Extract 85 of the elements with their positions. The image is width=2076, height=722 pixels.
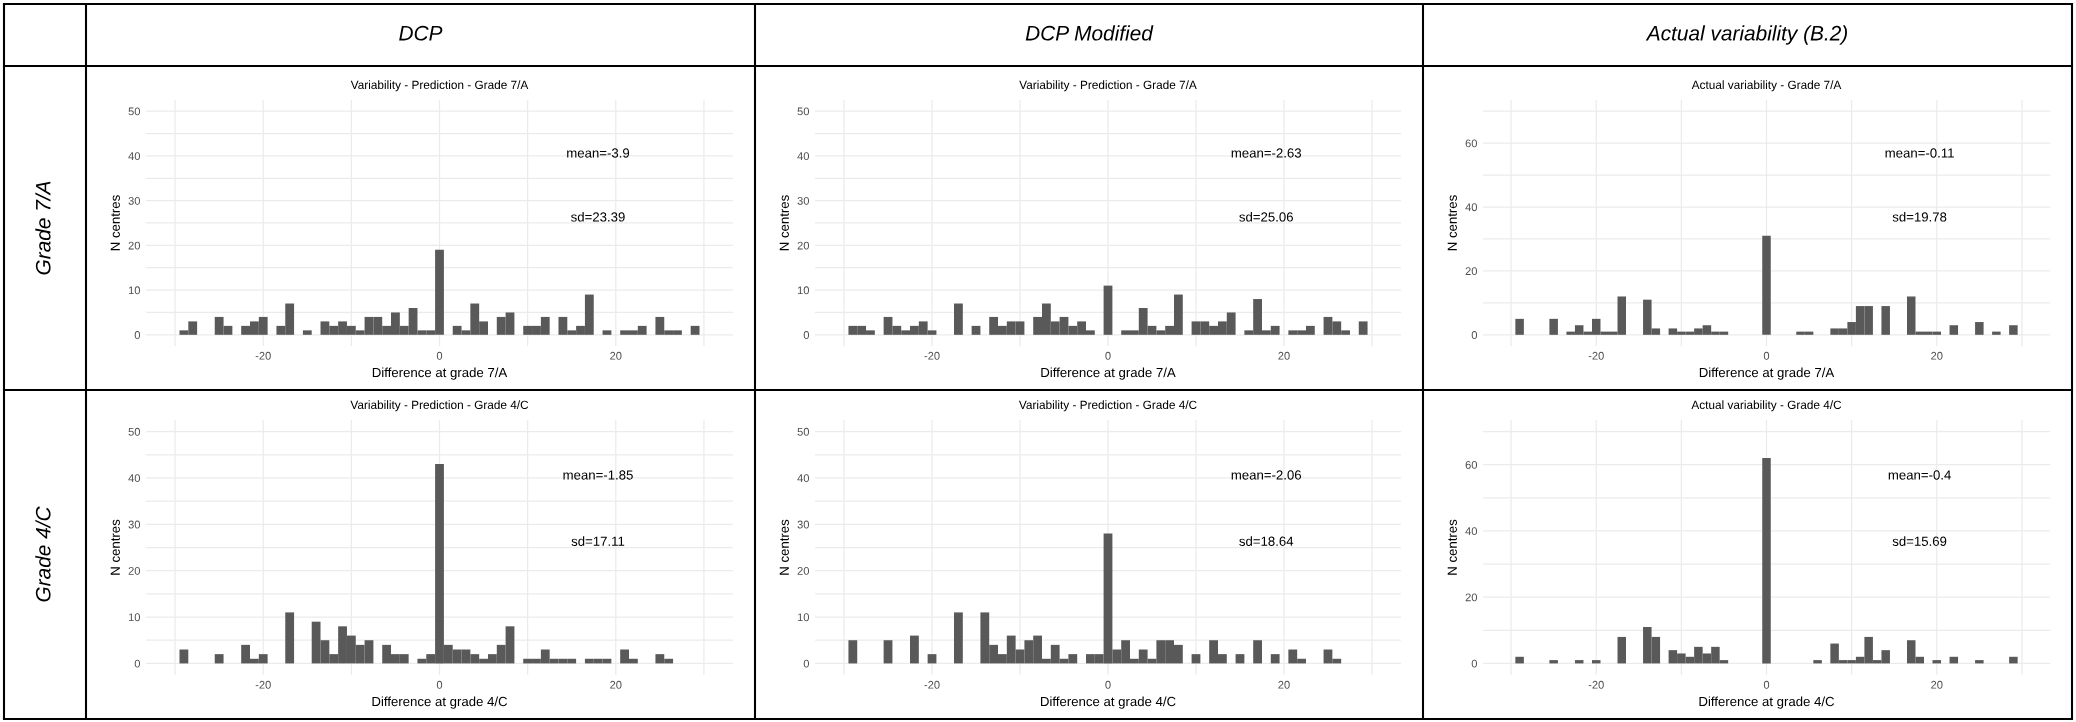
y-tick-label: 50 xyxy=(128,427,141,436)
annotation: mean=-0.4 xyxy=(1888,470,1951,480)
x-tick-label: 20 xyxy=(610,351,622,360)
x-tick-label: 0 xyxy=(436,680,443,689)
y-tick-label: 10 xyxy=(128,613,141,622)
x-axis-title: Difference at grade 7/A xyxy=(372,367,508,380)
x-tick-label: 20 xyxy=(1931,351,1943,360)
y-tick-label: 30 xyxy=(797,196,810,205)
annotation: mean=-2.06 xyxy=(1231,470,1302,480)
annotation: sd=23.39 xyxy=(571,211,625,222)
x-tick-label: 0 xyxy=(1105,680,1111,689)
y-tick-label: 10 xyxy=(797,286,810,295)
x-tick-label: 20 xyxy=(1931,680,1943,689)
x-axis-title: Difference at grade 4/C xyxy=(1040,696,1176,709)
y-tick-label: 50 xyxy=(797,427,810,436)
y-tick-label: 40 xyxy=(128,152,141,161)
y-axis-title: N centres xyxy=(779,195,789,251)
y-tick-label: 40 xyxy=(797,474,810,483)
chart-subtitle: Variability - Prediction - Grade 7/A xyxy=(350,80,529,92)
x-tick-label: 20 xyxy=(610,680,622,689)
y-tick-label: 50 xyxy=(128,107,141,116)
annotation: sd=18.64 xyxy=(1239,536,1294,546)
y-tick-label: 0 xyxy=(803,659,810,668)
y-tick-label: 40 xyxy=(128,474,141,483)
y-tick-label: 0 xyxy=(803,331,810,339)
x-tick-label: -20 xyxy=(255,351,271,360)
y-axis-title: N centres xyxy=(110,519,120,575)
x-tick-label: -20 xyxy=(924,680,940,689)
y-tick-label: 20 xyxy=(797,566,810,575)
annotation: mean=-2.63 xyxy=(1231,148,1302,158)
x-tick-label: -20 xyxy=(1588,680,1604,689)
y-axis-title: N centres xyxy=(779,519,789,575)
chart-subtitle: Actual variability - Grade 4/C xyxy=(1691,400,1842,412)
x-tick-label: 0 xyxy=(436,351,443,360)
y-tick-label: 20 xyxy=(1465,593,1478,602)
y-tick-label: 20 xyxy=(1465,267,1478,276)
y-axis-title: N centres xyxy=(1447,195,1457,251)
annotation: sd=25.06 xyxy=(1239,211,1293,222)
annotation: mean=-3.9 xyxy=(567,148,630,158)
annotation: sd=15.69 xyxy=(1892,536,1947,546)
x-tick-label: 20 xyxy=(1278,680,1290,689)
x-tick-label: 0 xyxy=(1763,680,1770,689)
y-tick-label: 30 xyxy=(128,196,141,205)
y-tick-label: 0 xyxy=(134,659,141,668)
annotation: sd=17.11 xyxy=(571,536,625,546)
y-tick-label: 30 xyxy=(128,520,141,529)
chart-subtitle: Actual variability - Grade 7/A xyxy=(1691,80,1842,92)
y-tick-label: 0 xyxy=(1471,659,1478,668)
y-tick-label: 10 xyxy=(128,286,141,295)
chart-subtitle: Variability - Prediction - Grade 7/A xyxy=(1019,80,1197,92)
y-tick-label: 40 xyxy=(797,152,810,161)
y-tick-label: 30 xyxy=(797,520,810,529)
x-tick-label: 0 xyxy=(1763,351,1770,360)
annotation: mean=-0.11 xyxy=(1885,148,1954,158)
chart-subtitle: Variability - Prediction - Grade 4/C xyxy=(350,400,529,412)
y-axis-title: N centres xyxy=(1447,519,1457,575)
y-tick-label: 40 xyxy=(1465,203,1478,212)
y-tick-label: 50 xyxy=(797,107,810,116)
y-tick-label: 20 xyxy=(797,241,810,250)
y-tick-label: 20 xyxy=(128,566,141,575)
x-tick-label: -20 xyxy=(255,680,271,689)
y-tick-label: 0 xyxy=(1471,331,1478,339)
x-axis-title: Difference at grade 4/C xyxy=(372,696,508,709)
text: Grade 4/C xyxy=(35,506,51,602)
x-axis-title: Difference at grade 4/C xyxy=(1699,696,1835,709)
x-axis-title: Difference at grade 7/A xyxy=(1041,367,1176,380)
y-tick-label: 0 xyxy=(134,331,141,339)
y-tick-label: 10 xyxy=(797,613,810,622)
annotation: mean=-1.85 xyxy=(563,470,633,480)
chart-title: Actual variability (B.2) xyxy=(1645,25,1847,45)
annotation: sd=19.78 xyxy=(1892,211,1947,222)
y-tick-label: 20 xyxy=(128,241,141,250)
x-tick-label: -20 xyxy=(924,351,940,360)
y-tick-label: 60 xyxy=(1465,460,1478,469)
chart-subtitle: Variability - Prediction - Grade 4/C xyxy=(1018,400,1197,412)
x-tick-label: 0 xyxy=(1105,351,1111,360)
y-axis-title: N centres xyxy=(110,195,120,251)
x-tick-label: -20 xyxy=(1588,351,1604,360)
chart-title: DCP xyxy=(399,25,443,41)
y-tick-label: 40 xyxy=(1465,527,1478,536)
x-axis-title: Difference at grade 7/A xyxy=(1699,367,1835,380)
x-tick-label: 20 xyxy=(1278,351,1290,360)
chart-title: DCP Modified xyxy=(1025,25,1154,41)
text: Grade 7/A xyxy=(35,181,51,275)
y-tick-label: 60 xyxy=(1465,139,1478,148)
